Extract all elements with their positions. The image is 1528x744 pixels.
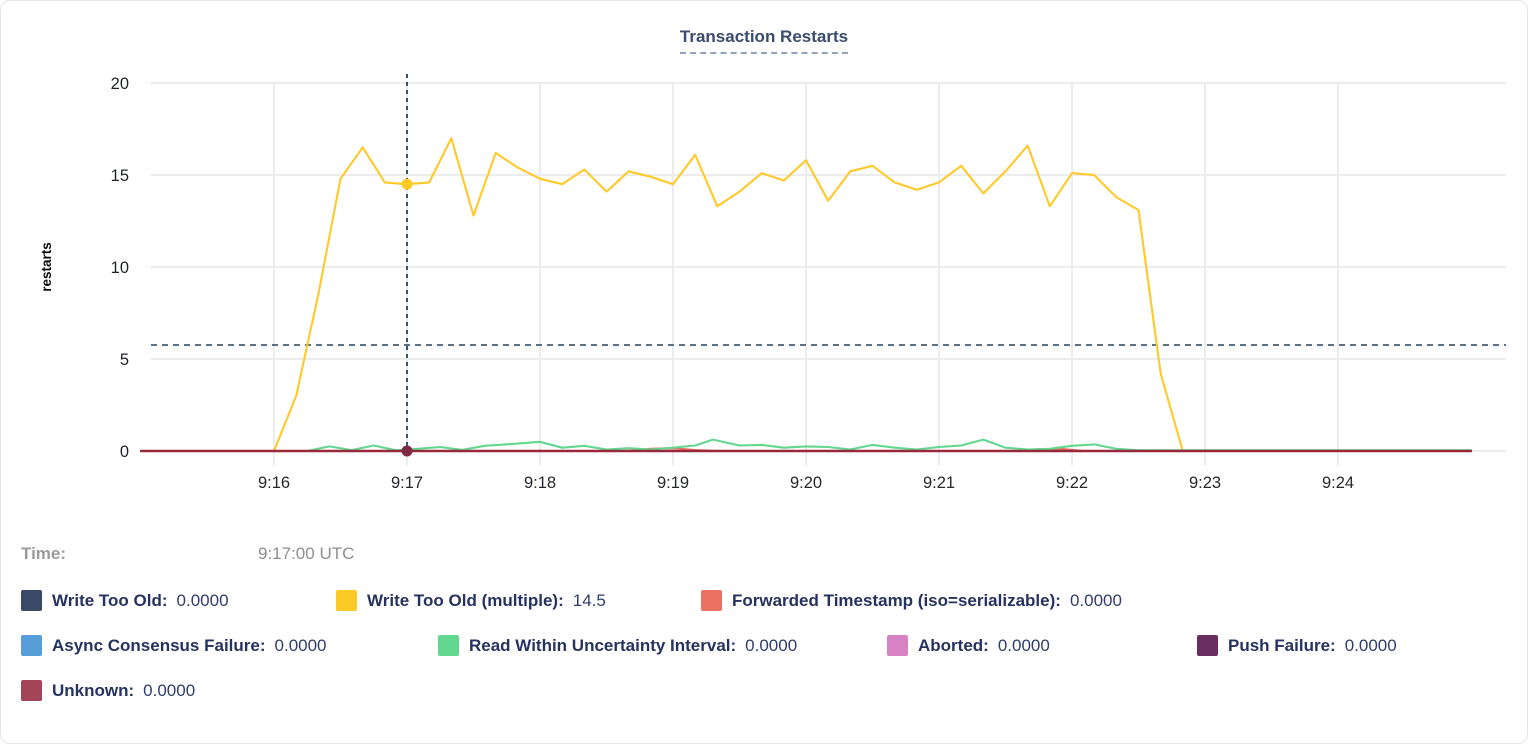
legend-row: Async Consensus Failure: 0.0000 Read Withi…: [1, 635, 1527, 659]
legend-value: 0.0000: [1344, 635, 1397, 655]
x-tick-label: 9:19: [657, 474, 689, 492]
legend-value: 0.0000: [176, 590, 229, 610]
x-tick-label: 9:21: [923, 474, 955, 492]
legend-item-aborted[interactable]: Aborted: 0.0000: [887, 635, 1050, 656]
series-line-write-too-old-multiple: [272, 137, 1184, 453]
legend-item-write-too-old-multiple[interactable]: Write Too Old (multiple): 14.5: [336, 590, 606, 611]
legend-label: Aborted:: [918, 635, 989, 655]
legend-label: Forwarded Timestamp (iso=serializable):: [732, 590, 1061, 610]
legend-label: Push Failure:: [1228, 635, 1336, 655]
y-tick-label: 20: [111, 75, 129, 93]
legend-value: 0.0000: [143, 680, 196, 700]
highlight-dot-unknown: [401, 445, 413, 457]
legend-label: Write Too Old:: [52, 590, 168, 610]
legend-swatch-read-within-uncertainty-interval: [438, 635, 459, 656]
series-line-read-within-uncertainty-interval: [139, 438, 1473, 453]
highlight-dot-write-too-old-multiple: [401, 178, 413, 190]
transaction-restarts-chart[interactable]: 0 5 10 15 20 9:16 9:17 9:18 9:19 9:20 9:21 9:22 9:23…: [1, 1, 1527, 521]
y-axis-label: restarts: [39, 242, 54, 292]
legend-label: Async Consensus Failure:: [52, 635, 266, 655]
legend-swatch-forwarded-timestamp-iso-serializable: [701, 590, 722, 611]
x-tick-label: 9:20: [790, 474, 822, 492]
legend-swatch-async-consensus-failure: [21, 635, 42, 656]
tooltip-time-row: Time: 9:17:00 UTC: [1, 544, 1527, 568]
legend-label: Write Too Old (multiple):: [367, 590, 564, 610]
x-tick-label: 9:18: [524, 474, 556, 492]
y-tick-label: 10: [111, 259, 129, 277]
x-tick-label: 9:22: [1056, 474, 1088, 492]
legend-value: 0.0000: [274, 635, 327, 655]
chart-title: Transaction Restarts: [679, 27, 849, 54]
y-tick-label: 15: [111, 167, 129, 185]
legend-swatch-push-failure: [1197, 635, 1218, 656]
legend-item-write-too-old[interactable]: Write Too Old: 0.0000: [21, 590, 229, 611]
legend-swatch-aborted: [887, 635, 908, 656]
x-tick-label: 9:24: [1322, 474, 1354, 492]
legend-item-push-failure[interactable]: Push Failure: 0.0000: [1197, 635, 1397, 656]
y-tick-label: 5: [120, 351, 129, 369]
legend-swatch-unknown: [21, 680, 42, 701]
legend-value: 0.0000: [745, 635, 798, 655]
legend-swatch-write-too-old: [21, 590, 42, 611]
legend-item-read-within-uncertainty-interval[interactable]: Read Within Uncertainty Interval: 0.0000: [438, 635, 797, 656]
legend-value: 0.0000: [1069, 590, 1122, 610]
legend-swatch-write-too-old-multiple: [336, 590, 357, 611]
tooltip-time-label: Time:: [21, 544, 67, 563]
legend-item-forwarded-timestamp-iso-serializable[interactable]: Forwarded Timestamp (iso=serializable): 0…: [701, 590, 1122, 611]
x-tick-label: 9:16: [258, 474, 290, 492]
legend-value: 0.0000: [997, 635, 1050, 655]
chart-title-wrap: Transaction Restarts: [1, 27, 1527, 54]
legend-row: Unknown: 0.0000: [1, 680, 1527, 704]
x-tick-label: 9:23: [1189, 474, 1221, 492]
legend-label: Unknown:: [52, 680, 135, 700]
x-tick-label: 9:17: [391, 474, 423, 492]
legend-row: Write Too Old: 0.0000 Write Too Old (multi…: [1, 590, 1527, 614]
legend-label: Read Within Uncertainty Interval:: [469, 635, 737, 655]
tooltip-time-value: 9:17:00 UTC: [258, 544, 355, 563]
y-tick-label: 0: [120, 443, 129, 461]
legend-value: 14.5: [572, 590, 606, 610]
legend-item-unknown[interactable]: Unknown: 0.0000: [21, 680, 195, 701]
legend-item-async-consensus-failure[interactable]: Async Consensus Failure: 0.0000: [21, 635, 327, 656]
